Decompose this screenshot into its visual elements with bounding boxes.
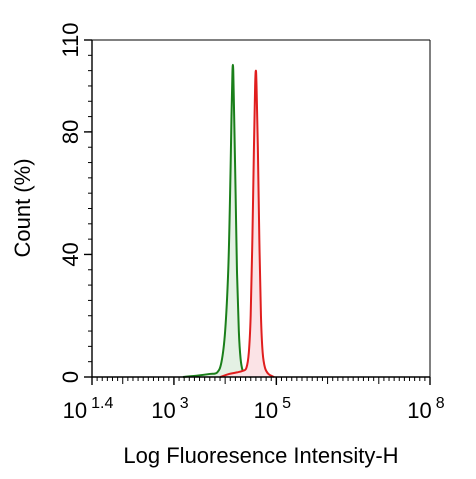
y-axis-title: Count (%) [10,158,35,257]
x-tick-label-1: 10 1.4 [63,395,114,423]
x-ticks: 10 1.4 10 3 10 5 10 8 [63,377,445,423]
series-layer [182,63,275,378]
x-axis-title: Log Fluoresence Intensity-H [123,443,398,468]
series-2-line [219,69,275,378]
y-tick-label-4: 110 [58,22,83,57]
series-1-line [182,63,252,378]
x-tick-label-3: 10 5 [254,395,291,423]
x-tick-label-2: 10 3 [151,395,188,423]
y-ticks: 0 40 80 110 [58,22,92,383]
y-tick-label-2: 40 [58,242,83,266]
x-tick-label-4: 10 8 [407,395,444,423]
y-tick-label-3: 80 [58,120,83,144]
y-tick-label-1: 0 [58,371,83,383]
series-1-fill [182,64,252,378]
